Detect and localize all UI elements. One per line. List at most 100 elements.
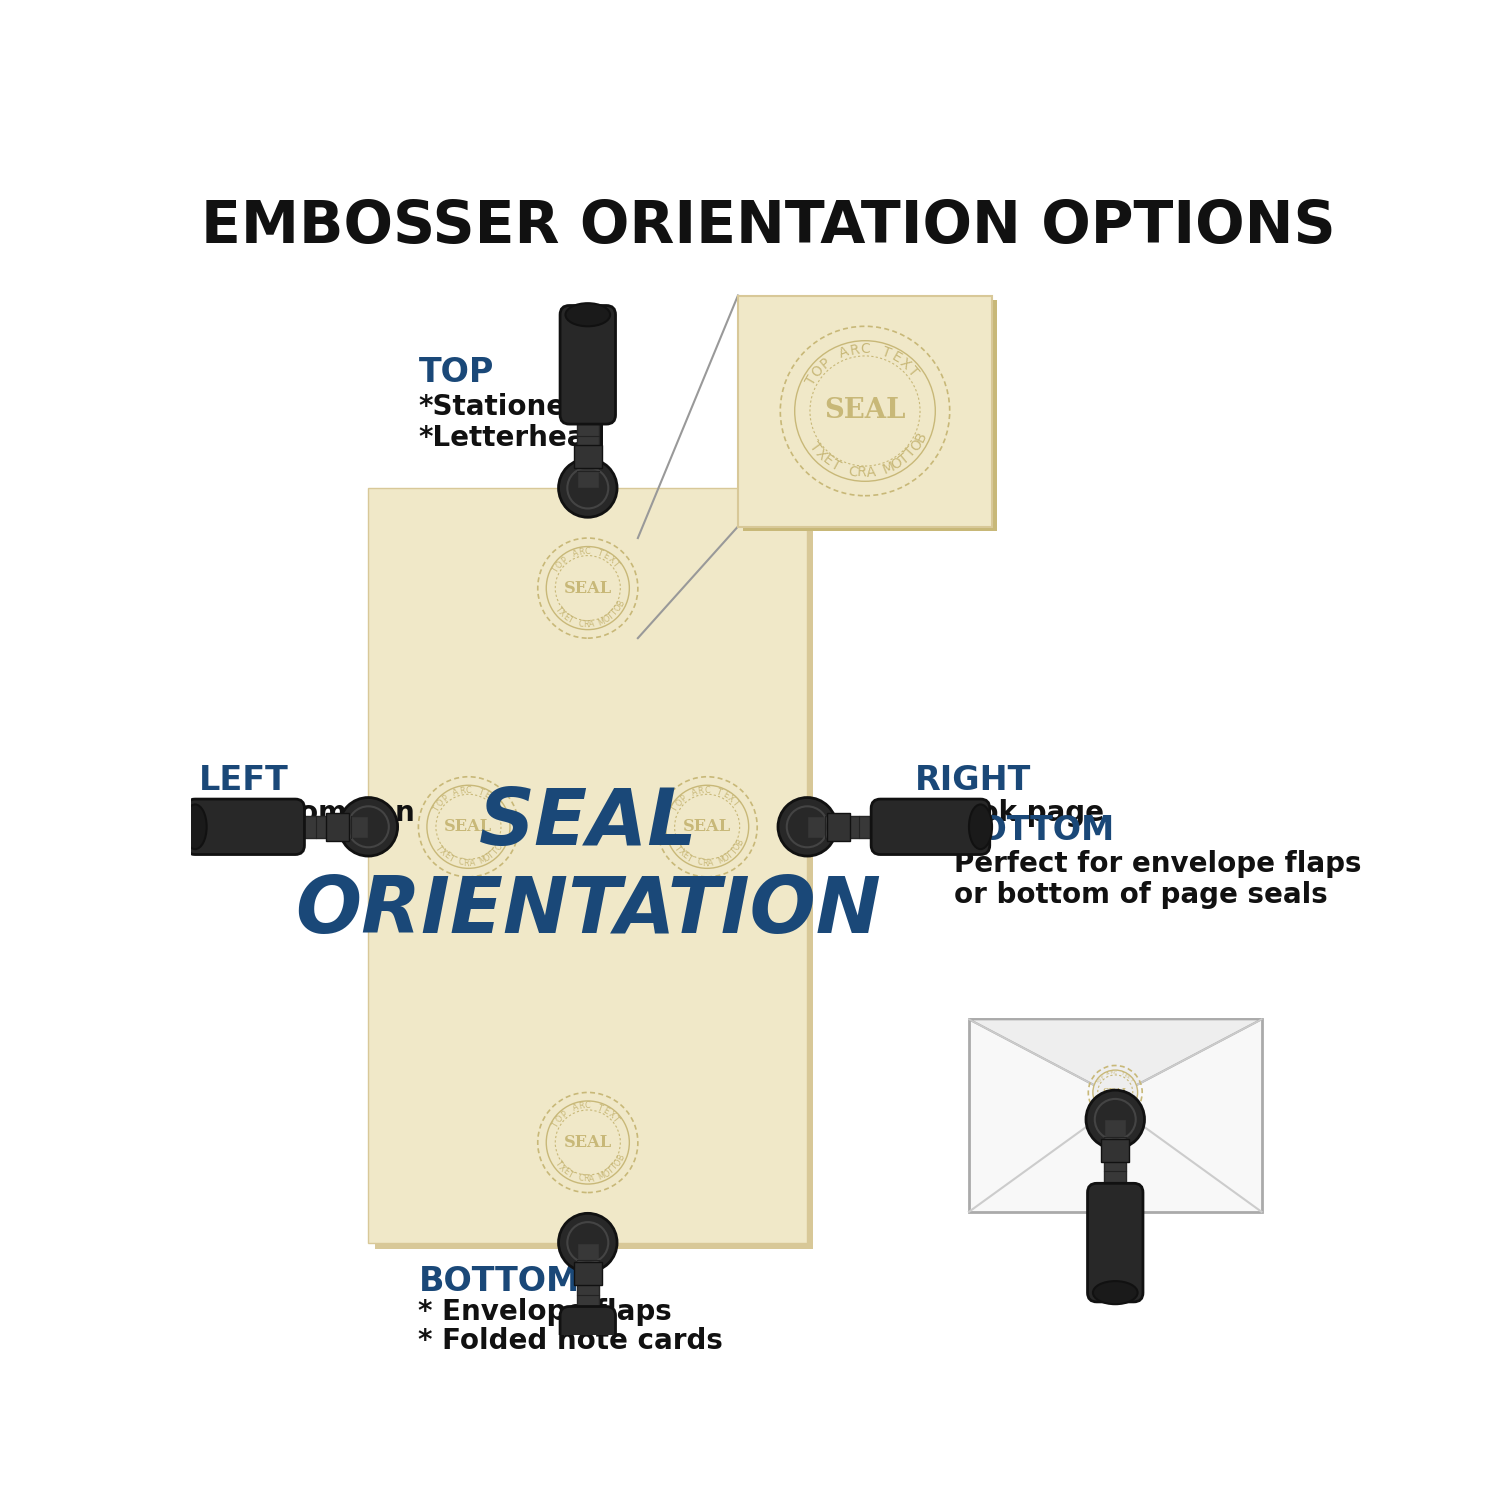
Ellipse shape xyxy=(566,303,610,327)
Text: T: T xyxy=(490,846,501,856)
Text: T: T xyxy=(566,615,574,626)
Text: RIGHT: RIGHT xyxy=(915,764,1032,796)
Bar xyxy=(742,300,996,531)
Text: B: B xyxy=(496,839,507,846)
Text: R: R xyxy=(1110,1071,1113,1076)
Text: *Stationery: *Stationery xyxy=(419,393,597,422)
Text: X: X xyxy=(676,847,687,858)
Text: E: E xyxy=(1101,1106,1106,1110)
Text: T: T xyxy=(597,1102,604,1113)
Text: T: T xyxy=(554,604,564,613)
Text: X: X xyxy=(1125,1076,1131,1080)
Text: *Letterhead: *Letterhead xyxy=(419,424,606,451)
Text: E: E xyxy=(722,790,730,801)
Circle shape xyxy=(546,1101,630,1184)
Bar xyxy=(375,494,813,1250)
Bar xyxy=(738,296,992,526)
Text: O: O xyxy=(482,852,492,864)
Circle shape xyxy=(558,459,616,518)
Text: P: P xyxy=(441,794,450,804)
Text: A: A xyxy=(572,1102,579,1113)
Text: M: M xyxy=(1120,1108,1125,1113)
Circle shape xyxy=(546,546,630,630)
Text: E: E xyxy=(561,612,570,622)
Text: C: C xyxy=(585,548,591,556)
Text: T: T xyxy=(610,608,620,618)
Text: C: C xyxy=(846,464,858,480)
Text: R: R xyxy=(578,548,585,556)
Ellipse shape xyxy=(183,804,207,849)
Text: X: X xyxy=(813,446,830,462)
Text: T: T xyxy=(566,1170,574,1180)
Text: O: O xyxy=(555,1113,566,1125)
Text: T: T xyxy=(686,853,694,864)
Text: T: T xyxy=(828,458,843,474)
Text: E: E xyxy=(602,552,610,561)
Text: A: A xyxy=(690,788,699,798)
Text: E: E xyxy=(888,350,903,366)
Text: A: A xyxy=(452,788,460,798)
FancyBboxPatch shape xyxy=(560,1306,615,1425)
Text: T: T xyxy=(904,363,921,380)
Text: T: T xyxy=(804,374,819,387)
Text: T: T xyxy=(1128,1104,1132,1108)
Text: O: O xyxy=(614,1158,624,1168)
Polygon shape xyxy=(969,1020,1262,1096)
Text: C: C xyxy=(578,620,584,628)
Text: T: T xyxy=(610,1114,621,1124)
FancyBboxPatch shape xyxy=(1088,1184,1143,1302)
Text: E: E xyxy=(1124,1072,1128,1078)
Text: R: R xyxy=(464,858,470,868)
Text: R: R xyxy=(584,1174,590,1184)
Text: O: O xyxy=(674,798,684,808)
Text: R: R xyxy=(702,858,708,868)
Text: O: O xyxy=(1098,1077,1102,1083)
Circle shape xyxy=(795,340,936,482)
Text: C: C xyxy=(458,858,465,867)
Text: * Folded note cards: * Folded note cards xyxy=(419,1328,723,1354)
Text: O: O xyxy=(435,798,445,808)
Text: B: B xyxy=(912,430,930,444)
Text: C: C xyxy=(1113,1071,1116,1076)
FancyBboxPatch shape xyxy=(871,800,990,855)
Text: O: O xyxy=(722,852,730,864)
Text: T: T xyxy=(492,798,501,808)
Text: or bottom of page seals: or bottom of page seals xyxy=(954,880,1328,909)
Circle shape xyxy=(558,1214,616,1272)
Text: A: A xyxy=(470,858,476,868)
Text: C: C xyxy=(465,786,471,795)
Text: BOTTOM: BOTTOM xyxy=(419,1264,579,1298)
Text: O: O xyxy=(1130,1101,1134,1106)
Text: SEAL: SEAL xyxy=(564,579,612,597)
Bar xyxy=(298,816,369,837)
Text: * Book page: * Book page xyxy=(915,800,1104,826)
Text: SEAL: SEAL xyxy=(478,784,698,861)
Text: X: X xyxy=(1098,1104,1104,1108)
Text: M: M xyxy=(597,1172,606,1182)
Text: O: O xyxy=(555,560,566,570)
Text: X: X xyxy=(488,794,496,804)
Text: T: T xyxy=(1125,1106,1130,1110)
Text: T: T xyxy=(488,850,496,859)
Text: C: C xyxy=(705,786,710,795)
Text: C: C xyxy=(1110,1110,1113,1114)
Bar xyxy=(807,816,876,837)
Text: T: T xyxy=(447,853,456,864)
Text: A: A xyxy=(837,345,850,362)
Text: O: O xyxy=(494,842,504,852)
Text: T: T xyxy=(729,846,740,856)
Text: T: T xyxy=(1096,1102,1101,1107)
Text: B: B xyxy=(615,1154,626,1162)
Text: A: A xyxy=(1116,1110,1119,1114)
Text: *Not Common: *Not Common xyxy=(200,800,414,826)
Text: M: M xyxy=(597,616,606,627)
Text: T: T xyxy=(610,1162,620,1172)
Text: A: A xyxy=(865,465,876,480)
Text: O: O xyxy=(602,614,612,626)
Text: X: X xyxy=(726,794,735,804)
Text: A: A xyxy=(572,549,579,560)
Bar xyxy=(574,1262,602,1286)
Text: T: T xyxy=(606,1166,616,1176)
Circle shape xyxy=(339,798,398,856)
Text: R: R xyxy=(578,1101,585,1112)
